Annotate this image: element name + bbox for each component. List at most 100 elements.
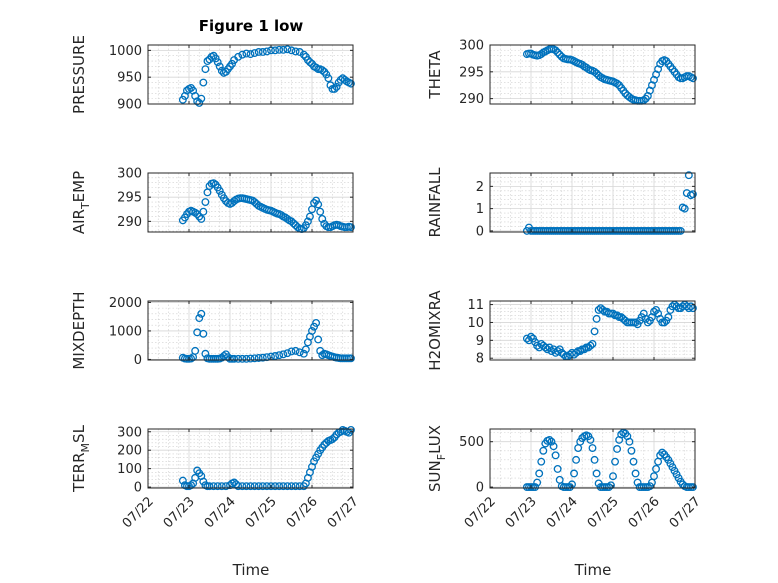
data-point (187, 481, 195, 490)
y-tick-label: 300 (117, 425, 142, 440)
axes-frame (147, 44, 354, 105)
data-point (328, 435, 337, 444)
y-tick-label: 500 (459, 435, 484, 450)
y-axis-label: RAINFALL (426, 167, 444, 238)
data-point (213, 58, 222, 67)
data-point (684, 171, 693, 180)
data-point (178, 476, 187, 485)
data-point (291, 346, 300, 355)
data-point (258, 48, 267, 56)
data-point (332, 82, 341, 91)
data-point (689, 190, 697, 199)
data-point (275, 351, 284, 360)
y-axis-label: TERRMSL (70, 424, 92, 493)
data-point (283, 482, 292, 491)
data-point (652, 464, 660, 473)
y-axis-label: H2OMIXRA (426, 290, 444, 371)
data-point (267, 482, 275, 491)
y-axis-label: THETA (426, 50, 444, 100)
data-point (308, 326, 316, 335)
data-point (303, 217, 312, 226)
data-point (347, 425, 355, 434)
axes-frame (489, 172, 696, 233)
data-point (250, 49, 259, 57)
data-point (541, 343, 550, 352)
data-point (314, 200, 323, 209)
data-point (287, 482, 296, 491)
data-point (195, 212, 204, 221)
data-point (205, 482, 214, 491)
data-point (283, 45, 292, 54)
series-theta (522, 44, 697, 105)
data-point (246, 354, 255, 363)
data-point (347, 223, 355, 232)
data-point (580, 345, 589, 354)
data-point (209, 482, 218, 491)
y-tick-label: 9 (476, 334, 484, 349)
data-point (262, 482, 271, 491)
data-point (611, 457, 619, 466)
data-point (314, 335, 323, 344)
y-axis-label: PRESSURE (70, 35, 88, 114)
data-point (215, 186, 224, 195)
data-point (576, 347, 585, 356)
y-axis-label-part: SUN (426, 460, 444, 492)
subplot-rainfall: 0 1 2 RAINFALL (426, 167, 697, 239)
data-point (586, 435, 595, 444)
y-tick-label: 2 (476, 180, 484, 195)
data-point (551, 451, 560, 460)
data-point (549, 442, 558, 451)
data-point (553, 347, 562, 356)
data-point (242, 49, 251, 58)
data-point (588, 444, 597, 453)
data-point (299, 349, 308, 358)
data-point (613, 311, 622, 320)
data-point (279, 45, 288, 54)
data-point (689, 74, 697, 83)
series-rainfall (522, 171, 697, 235)
data-point (660, 318, 669, 327)
data-point (254, 48, 263, 56)
data-point (221, 482, 230, 491)
axes-frame (147, 428, 354, 489)
data-point (295, 348, 304, 357)
data-point (658, 448, 667, 457)
data-point (234, 482, 243, 491)
y-tick-label: 1 (476, 202, 484, 217)
data-point (242, 354, 251, 363)
y-axis-label-subscript: F (435, 454, 448, 460)
x-axis-label-left: Time (232, 561, 270, 579)
y-tick-label: 8 (476, 352, 484, 367)
data-point (271, 482, 280, 491)
data-point (631, 469, 640, 478)
data-point (613, 445, 622, 453)
data-point (535, 469, 544, 478)
y-tick-label: 295 (459, 65, 484, 80)
y-tick-label: 0 (134, 353, 142, 368)
data-point (553, 464, 562, 473)
axes-frame (489, 428, 696, 489)
data-point (287, 217, 296, 226)
data-point (312, 196, 321, 205)
data-point (553, 48, 562, 57)
data-point (533, 478, 542, 487)
y-tick-label: 0 (476, 481, 484, 496)
data-point (254, 354, 263, 362)
data-point (684, 304, 693, 313)
data-point (283, 214, 292, 223)
data-point (527, 332, 535, 341)
subplot-pressure: 900 950 1000 PRESSURE (70, 35, 355, 114)
data-point (254, 482, 263, 491)
axes-frame (147, 172, 354, 233)
y-tick-label: 300 (459, 39, 484, 54)
data-point (306, 212, 314, 221)
data-point (219, 352, 228, 360)
data-point (347, 354, 355, 363)
y-tick-label: 290 (117, 215, 142, 230)
y-axis-label-part: EMP (70, 171, 88, 202)
data-point (217, 482, 226, 491)
data-point (279, 350, 288, 359)
data-point (312, 319, 321, 327)
subplot-mixdepth: 0 1000 2000 MIXDEPTH (70, 291, 355, 370)
